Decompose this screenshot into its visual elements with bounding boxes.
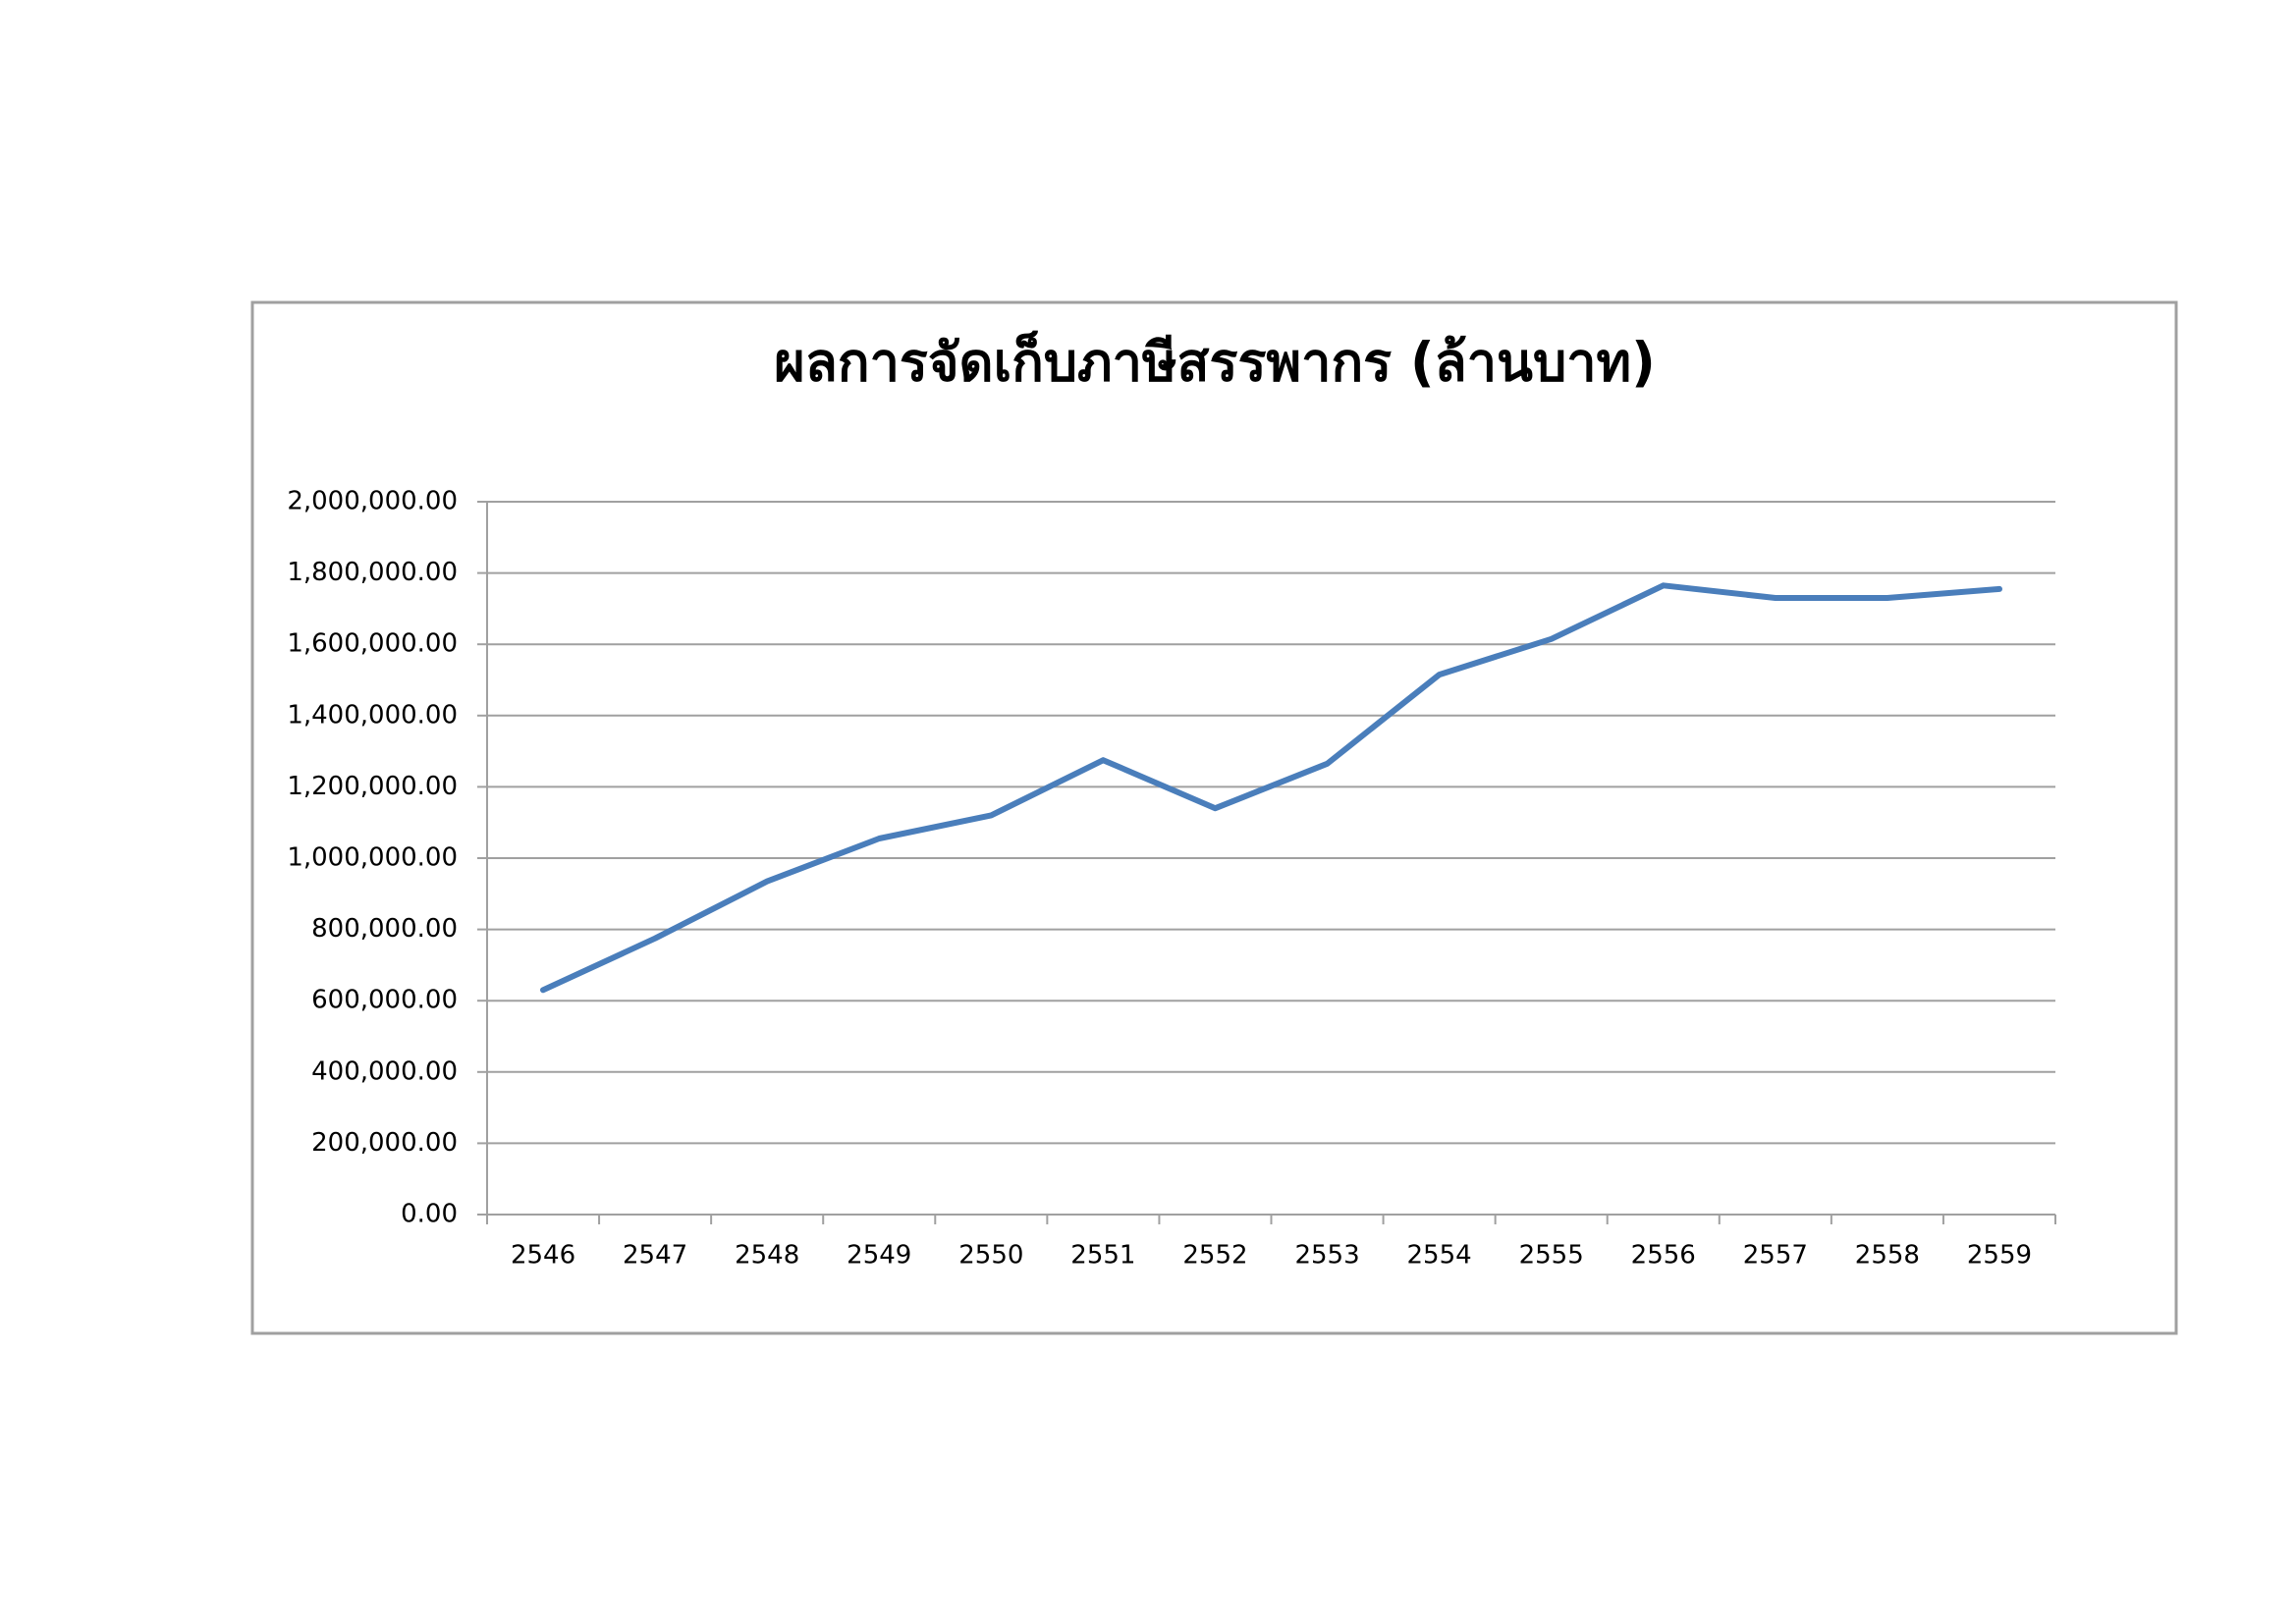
x-tick-label: 2559 bbox=[1967, 1241, 2032, 1271]
y-tick-label: 1,600,000.00 bbox=[287, 629, 458, 659]
x-tick-label: 2553 bbox=[1294, 1241, 1359, 1271]
x-tick-label: 2549 bbox=[847, 1241, 911, 1271]
y-tick-label: 200,000.00 bbox=[311, 1128, 458, 1158]
x-tick-label: 2550 bbox=[958, 1241, 1023, 1271]
y-tick-label: 400,000.00 bbox=[311, 1056, 458, 1086]
data-line bbox=[540, 582, 2002, 994]
y-tick-label: 800,000.00 bbox=[311, 914, 458, 944]
x-tick-label: 2548 bbox=[735, 1241, 799, 1271]
y-tick-label: 2,000,000.00 bbox=[287, 487, 458, 516]
x-tick-label: 2558 bbox=[1855, 1241, 1920, 1271]
x-tick-label: 2557 bbox=[1743, 1241, 1808, 1271]
x-tick-label: 2555 bbox=[1519, 1241, 1584, 1271]
chart-frame bbox=[250, 300, 2178, 1335]
x-tick-label: 2556 bbox=[1631, 1241, 1696, 1271]
y-tick-label: 1,200,000.00 bbox=[287, 772, 458, 801]
chart-title: ผลการจัดเก็บภาษีสรรพากร (ล้านบาท) bbox=[774, 332, 1656, 394]
y-tick-label: 1,000,000.00 bbox=[287, 843, 458, 873]
y-tick-label: 1,400,000.00 bbox=[287, 700, 458, 730]
x-tick-label: 2547 bbox=[623, 1241, 687, 1271]
x-tick-label: 2546 bbox=[511, 1241, 575, 1271]
x-tick-label: 2552 bbox=[1182, 1241, 1247, 1271]
x-tick-label: 2554 bbox=[1407, 1241, 1472, 1271]
y-tick-label: 600,000.00 bbox=[311, 986, 458, 1015]
x-tick-label: 2551 bbox=[1070, 1241, 1135, 1271]
y-tick-label: 0.00 bbox=[401, 1200, 458, 1229]
y-tick-label: 1,800,000.00 bbox=[287, 558, 458, 587]
